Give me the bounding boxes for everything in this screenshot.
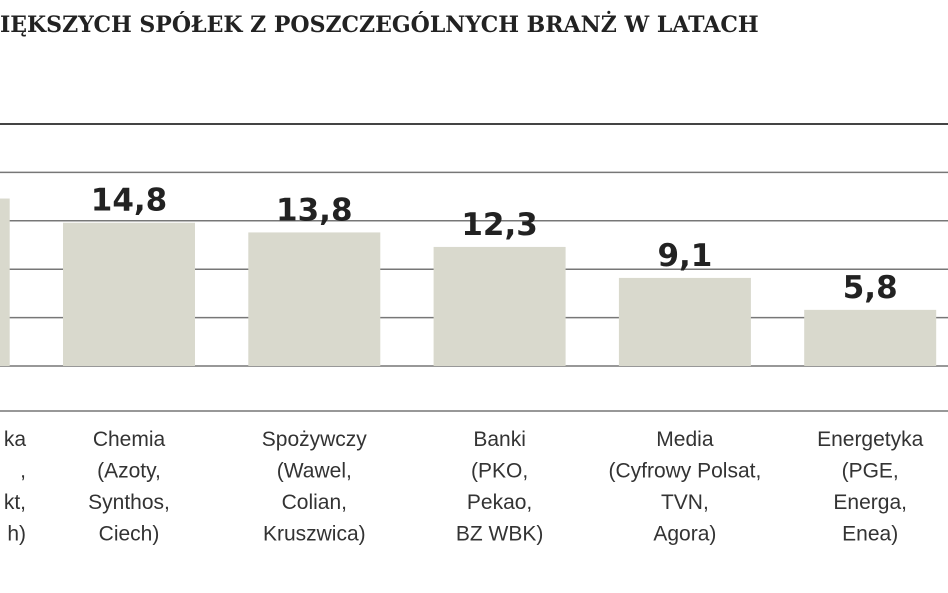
x-tick-label: Synthos, — [88, 491, 170, 514]
x-tick-label: Chemia — [93, 428, 166, 451]
x-tick-label: TVN, — [661, 491, 709, 514]
x-tick-label: Energetyka — [817, 428, 924, 451]
x-tick-label: kt, — [4, 491, 26, 514]
x-tick-label: h) — [7, 523, 26, 546]
value-label: 14,8 — [91, 183, 168, 219]
bar — [63, 222, 195, 366]
x-tick-label: , — [20, 460, 26, 483]
x-tick-label: (PKO, — [471, 460, 528, 483]
x-tick-label: Agora) — [653, 523, 716, 546]
x-tick-label: (Cyfrowy Polsat, — [608, 460, 761, 483]
x-tick-label: (Azoty, — [97, 460, 161, 483]
value-label: 12,3 — [461, 207, 538, 243]
x-tick-label: Pekao, — [467, 491, 532, 514]
x-tick-label: BZ WBK) — [456, 523, 544, 546]
x-tick-label: ka — [4, 428, 27, 451]
x-tick-label: (Wawel, — [277, 460, 352, 483]
x-tick-label: Media — [656, 428, 714, 451]
x-tick-label: Kruszwica) — [263, 523, 366, 546]
bar — [0, 198, 10, 366]
x-tick-label: Ciech) — [99, 523, 160, 546]
value-label: 13,8 — [276, 192, 353, 228]
x-tick-label: Colian, — [282, 491, 347, 514]
bar — [248, 232, 381, 366]
bar — [804, 309, 937, 366]
x-tick-label: Enea) — [842, 523, 898, 546]
value-label: 5,8 — [843, 270, 898, 306]
x-tick-label: Energa, — [833, 491, 907, 514]
value-label: 9,1 — [657, 238, 712, 274]
x-tick-label: Banki — [473, 428, 526, 451]
x-tick-label: (PGE, — [842, 460, 899, 483]
bar — [618, 277, 751, 366]
x-tick-label: Spożywczy — [262, 428, 368, 451]
bar — [433, 246, 566, 366]
chart-title: IĘKSZYCH SPÓŁEK Z POSZCZEGÓLNYCH BRANŻ W… — [0, 10, 759, 38]
